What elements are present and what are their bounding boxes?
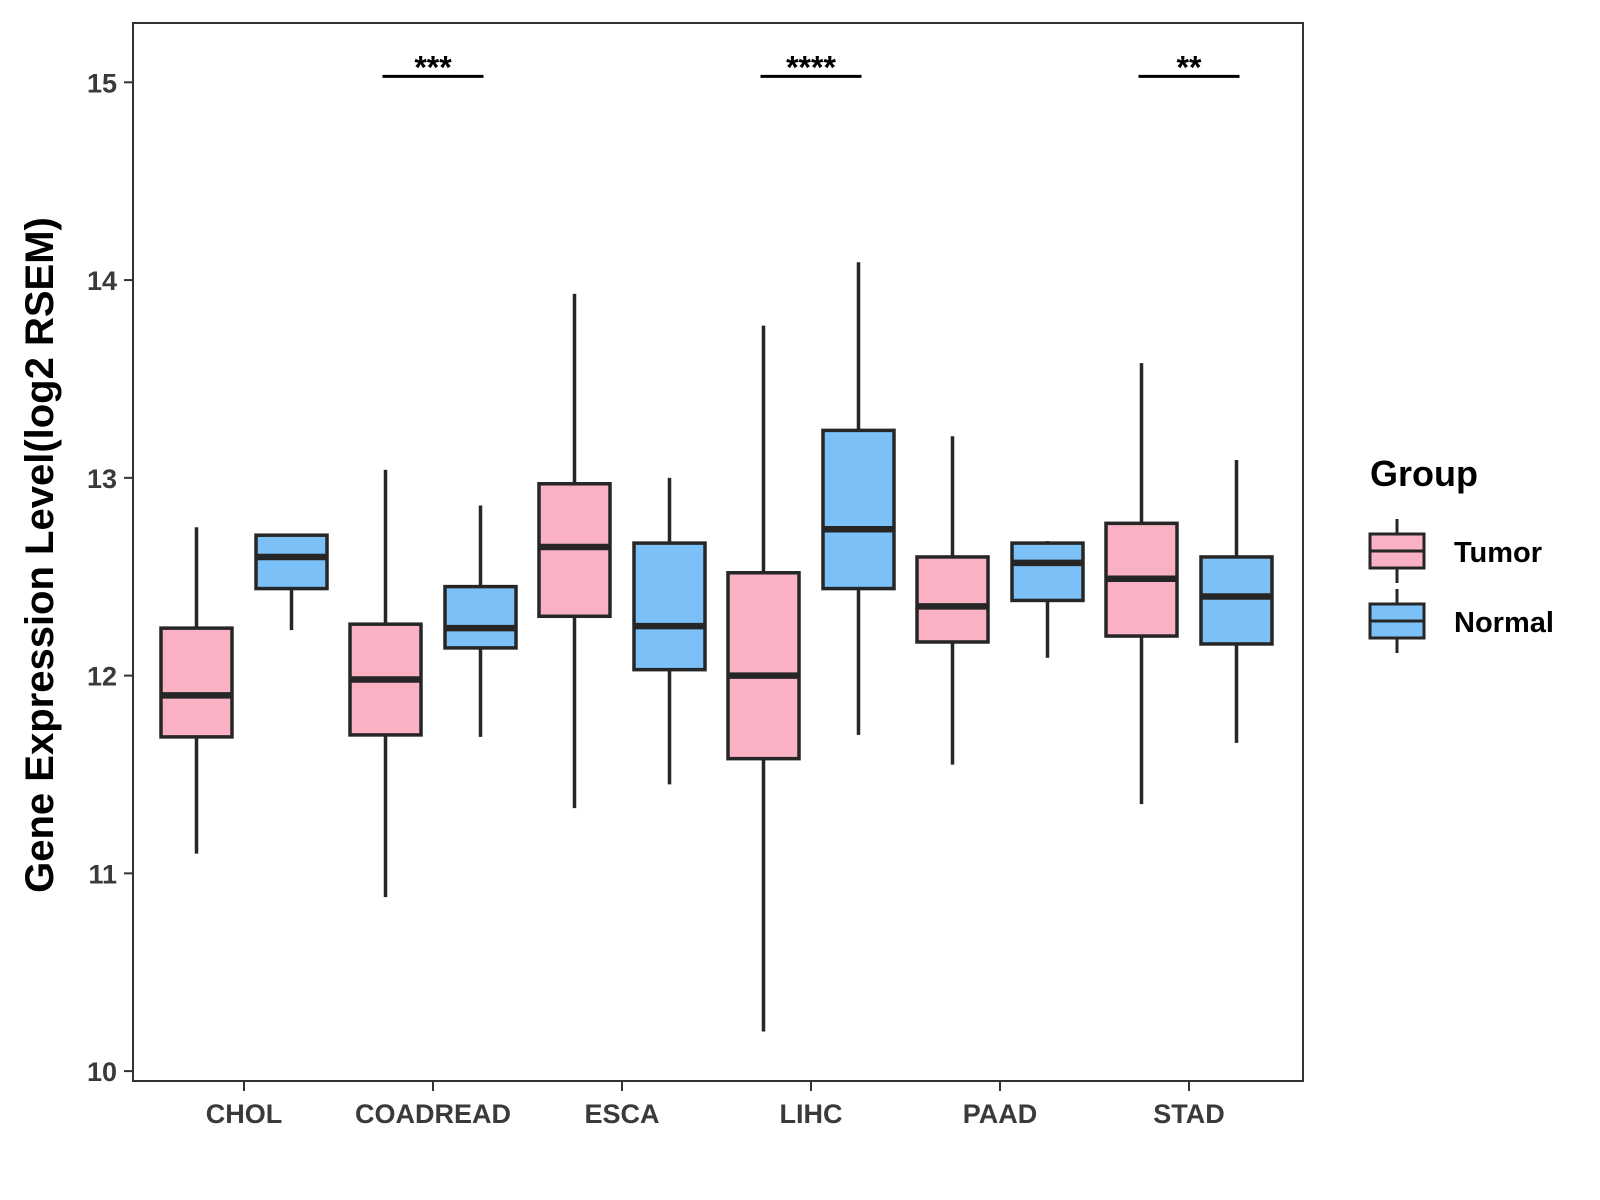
y-tick-label: 13 bbox=[87, 464, 117, 494]
box-normal-coadread bbox=[443, 505, 518, 737]
box-tumor-esca bbox=[537, 293, 612, 809]
box-iqr bbox=[1199, 555, 1274, 646]
box-normal-lihc bbox=[821, 262, 896, 735]
box-iqr bbox=[632, 541, 707, 672]
legend-title: Group bbox=[1370, 453, 1478, 494]
y-tick-label: 14 bbox=[87, 266, 117, 296]
box-tumor-lihc bbox=[726, 325, 801, 1032]
boxes-layer bbox=[159, 262, 1274, 1032]
legend-item-normal: Normal bbox=[1368, 589, 1554, 653]
legend-item-tumor: Tumor bbox=[1368, 519, 1542, 583]
box-tumor-paad bbox=[915, 436, 990, 765]
x-tick-label-coadread: COADREAD bbox=[355, 1099, 511, 1129]
box-iqr bbox=[443, 584, 518, 650]
y-tick-label: 10 bbox=[87, 1057, 117, 1087]
y-tick-label: 15 bbox=[87, 68, 117, 98]
box-normal-paad bbox=[1010, 541, 1085, 658]
box-iqr bbox=[254, 533, 329, 591]
x-tick-label-chol: CHOL bbox=[206, 1099, 283, 1129]
significance-layer: *** **** ** bbox=[382, 49, 1240, 85]
box-iqr bbox=[915, 555, 990, 644]
significance-label: **** bbox=[786, 49, 836, 85]
x-tick-label-esca: ESCA bbox=[584, 1099, 659, 1129]
legend-label-tumor: Tumor bbox=[1454, 537, 1542, 569]
box-normal-esca bbox=[632, 477, 707, 785]
x-tick-label-lihc: LIHC bbox=[780, 1099, 843, 1129]
significance-label: ** bbox=[1177, 49, 1202, 85]
y-tick-label: 12 bbox=[87, 662, 117, 692]
box-iqr bbox=[1010, 541, 1085, 603]
box-tumor-coadread bbox=[348, 469, 423, 898]
legend-label-normal: Normal bbox=[1454, 607, 1554, 639]
x-tick-label-paad: PAAD bbox=[963, 1099, 1038, 1129]
significance-label: *** bbox=[414, 49, 452, 85]
y-axis-title: Gene Expression Level(log2 RSEM) bbox=[18, 217, 62, 893]
box-tumor-stad bbox=[1104, 363, 1179, 805]
axes-layer: 10 11 12 13 14 15 CHOL COADREAD ESCA LIHC PAAD STAD bbox=[87, 68, 1225, 1129]
x-tick-label-stad: STAD bbox=[1153, 1099, 1225, 1129]
box-normal-stad bbox=[1199, 460, 1274, 743]
box-iqr bbox=[159, 626, 234, 739]
legend: Group Tumor Normal bbox=[1368, 453, 1554, 653]
y-tick-label: 11 bbox=[88, 859, 117, 889]
box-normal-chol bbox=[254, 533, 329, 631]
box-iqr bbox=[821, 428, 896, 591]
box-tumor-chol bbox=[159, 527, 234, 854]
box-iqr bbox=[726, 571, 801, 761]
plot-panel-border bbox=[132, 22, 1304, 1082]
